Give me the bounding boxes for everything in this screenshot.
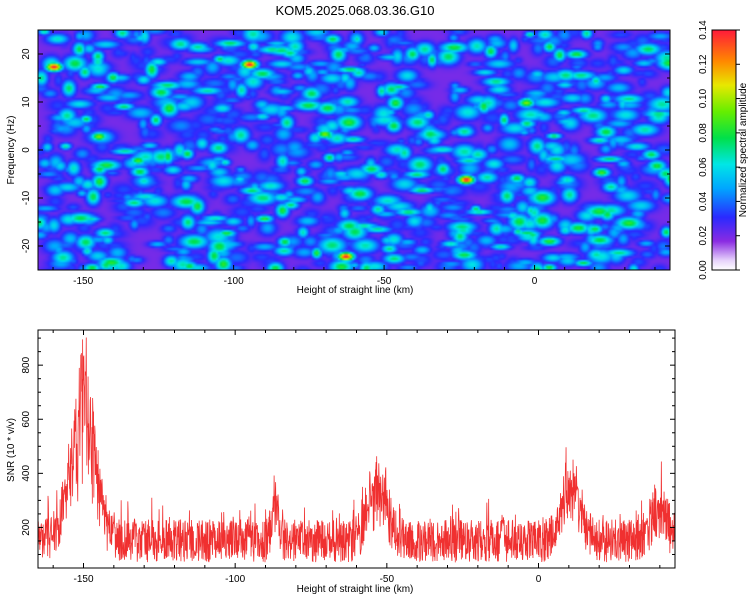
heatmap-x-tick-label: -100 (224, 276, 244, 287)
snr-x-tick-label: -150 (73, 574, 93, 585)
snr-x-tick-label: 0 (536, 574, 542, 585)
snr-series-line (38, 337, 675, 563)
snr-x-tick-label: -100 (225, 574, 245, 585)
colorbar-tick-label: 0.04 (698, 191, 709, 211)
heatmap-x-tick-label: 0 (532, 276, 538, 287)
heatmap-x-tick-label: -50 (377, 276, 392, 287)
snr-y-tick-label: 200 (21, 519, 32, 536)
colorbar-tick-label: 0.14 (698, 20, 709, 40)
snr-x-tick-label: -50 (380, 574, 395, 585)
colorbar-tick-label: 0.12 (698, 54, 709, 74)
heatmap-y-axis-label: Frequency (Hz) (6, 116, 17, 185)
snr-y-tick-label: 800 (21, 356, 32, 373)
snr-plot-area (38, 337, 675, 563)
colorbar-label: Normalized spectral amplitude (738, 82, 749, 217)
snr-x-axis-label: Height of straight line (km) (297, 584, 414, 595)
heatmap-y-tick-label: -20 (21, 238, 32, 253)
figure-title: KOM5.2025.068.03.36.G10 (275, 3, 434, 18)
spectrogram-heatmap (38, 30, 670, 270)
snr-y-tick-label: 400 (21, 465, 32, 482)
heatmap-y-tick-label: 20 (21, 48, 32, 60)
heatmap-x-tick-label: -150 (73, 276, 93, 287)
heatmap-y-tick-label: -10 (21, 190, 32, 205)
snr-y-ticks: 200 400 600 800 (21, 337, 675, 555)
colorbar-tick-label: 0.08 (698, 123, 709, 143)
colorbar-tick-label: 0.00 (698, 260, 709, 280)
colorbar-tick-label: 0.06 (698, 157, 709, 177)
snr-y-axis-label: SNR (10 * v/v) (6, 418, 17, 482)
snr-panel: -150 -100 -50 0 200 400 600 800 Height of stra… (6, 329, 676, 595)
heatmap-x-axis-label: Height of straight line (km) (297, 285, 414, 296)
heatmap-y-tick-label: 0 (21, 147, 32, 153)
snr-y-tick-label: 600 (21, 410, 32, 427)
snr-x-ticks: -150 -100 -50 0 (52, 330, 661, 585)
colorbar-tick-label: 0.02 (698, 226, 709, 246)
colorbar-ticks: 0.00 0.02 0.04 0.06 0.08 0.10 0.12 0.14 (698, 20, 740, 280)
colorbar-gradient (711, 29, 737, 271)
heatmap-y-tick-label: 10 (21, 96, 32, 108)
heatmap-x-ticks: -150 -100 -50 0 (52, 30, 656, 287)
colorbar-tick-label: 0.10 (698, 88, 709, 108)
heatmap-y-ticks: -20 -10 0 10 20 (21, 29, 670, 271)
colorbar: 0.00 0.02 0.04 0.06 0.08 0.10 0.12 0.14 Normali… (698, 20, 749, 280)
